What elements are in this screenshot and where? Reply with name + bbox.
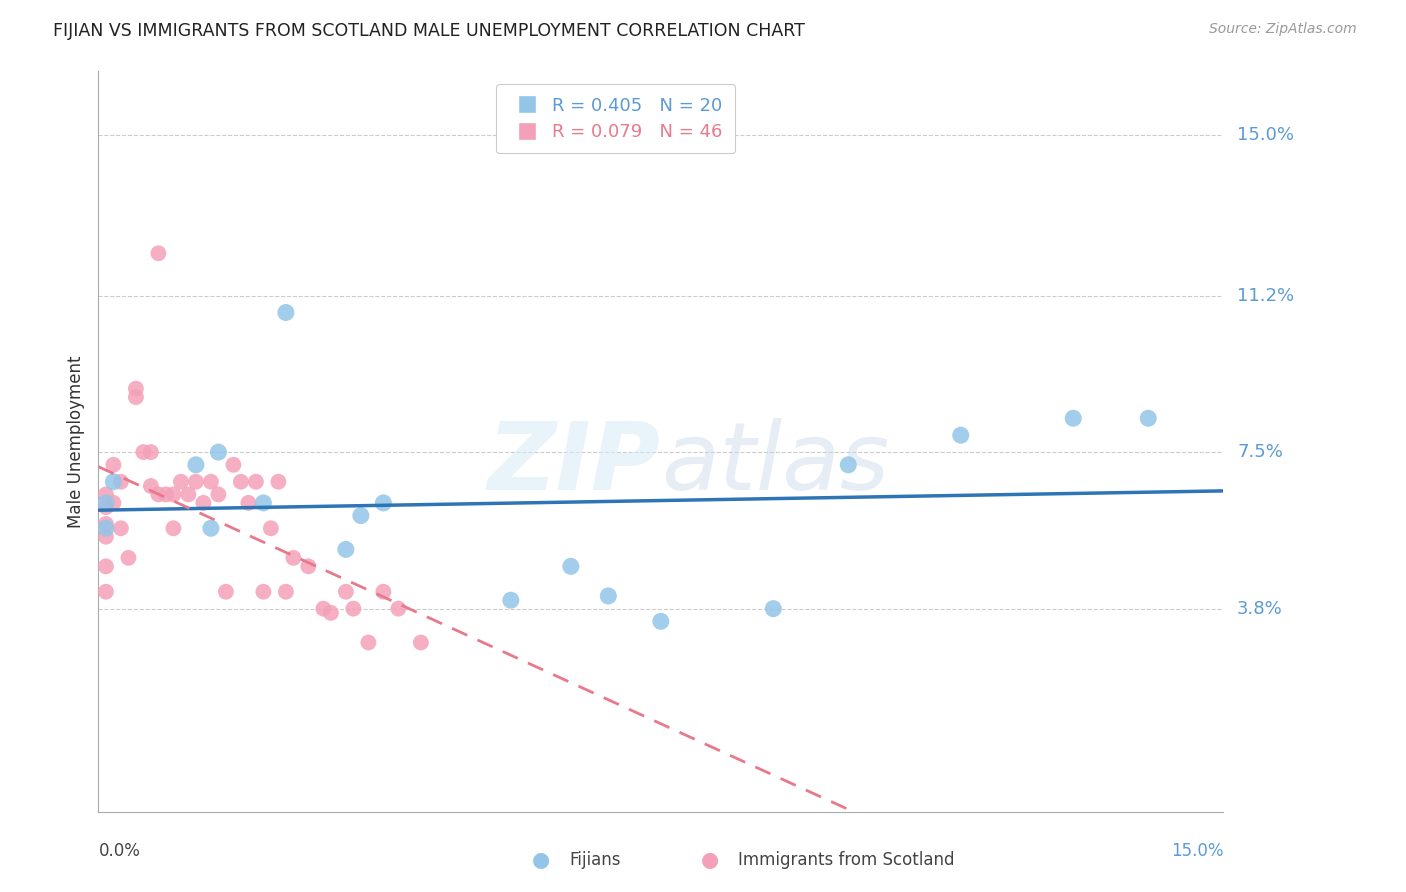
Point bbox=[103, 458, 125, 472]
Point bbox=[762, 601, 785, 615]
Point bbox=[117, 550, 139, 565]
Point bbox=[162, 521, 184, 535]
Point bbox=[499, 593, 522, 607]
Point bbox=[342, 601, 364, 615]
Point bbox=[312, 601, 335, 615]
Point bbox=[139, 479, 162, 493]
Point bbox=[560, 559, 582, 574]
Point bbox=[207, 445, 229, 459]
Point bbox=[94, 487, 117, 501]
Point bbox=[949, 428, 972, 442]
Point bbox=[350, 508, 373, 523]
Point bbox=[148, 487, 170, 501]
Point bbox=[94, 530, 117, 544]
Point bbox=[297, 559, 319, 574]
Point bbox=[94, 521, 117, 535]
Point bbox=[148, 246, 170, 260]
Text: Fijians: Fijians bbox=[569, 851, 621, 869]
Text: 0.0%: 0.0% bbox=[98, 842, 141, 860]
Point bbox=[103, 496, 125, 510]
Point bbox=[155, 487, 177, 501]
Point bbox=[94, 496, 117, 510]
Text: 3.8%: 3.8% bbox=[1237, 599, 1282, 617]
Text: Source: ZipAtlas.com: Source: ZipAtlas.com bbox=[1209, 22, 1357, 37]
Point bbox=[94, 559, 117, 574]
Point bbox=[94, 500, 117, 515]
Point bbox=[252, 496, 274, 510]
Point bbox=[373, 584, 395, 599]
Point bbox=[1062, 411, 1084, 425]
Text: ZIP: ZIP bbox=[488, 417, 661, 509]
Point bbox=[177, 487, 200, 501]
Text: 11.2%: 11.2% bbox=[1237, 286, 1295, 304]
Text: ●: ● bbox=[702, 850, 718, 870]
Point bbox=[598, 589, 620, 603]
Point bbox=[335, 584, 357, 599]
Point bbox=[837, 458, 859, 472]
Point bbox=[245, 475, 267, 489]
Point bbox=[170, 475, 193, 489]
Point bbox=[283, 550, 305, 565]
Point bbox=[125, 382, 148, 396]
Legend: R = 0.405   N = 20, R = 0.079   N = 46: R = 0.405 N = 20, R = 0.079 N = 46 bbox=[496, 84, 735, 153]
Point bbox=[94, 584, 117, 599]
Point bbox=[1137, 411, 1160, 425]
Point bbox=[139, 445, 162, 459]
Point bbox=[238, 496, 260, 510]
Text: Immigrants from Scotland: Immigrants from Scotland bbox=[738, 851, 955, 869]
Point bbox=[200, 475, 222, 489]
Point bbox=[409, 635, 432, 649]
Point bbox=[215, 584, 238, 599]
Point bbox=[162, 487, 184, 501]
Point bbox=[110, 475, 132, 489]
Point bbox=[193, 496, 215, 510]
Text: FIJIAN VS IMMIGRANTS FROM SCOTLAND MALE UNEMPLOYMENT CORRELATION CHART: FIJIAN VS IMMIGRANTS FROM SCOTLAND MALE … bbox=[53, 22, 806, 40]
Point bbox=[229, 475, 252, 489]
Point bbox=[387, 601, 409, 615]
Text: 15.0%: 15.0% bbox=[1171, 842, 1223, 860]
Point bbox=[184, 458, 207, 472]
Point bbox=[357, 635, 380, 649]
Point bbox=[110, 521, 132, 535]
Text: ●: ● bbox=[533, 850, 550, 870]
Point bbox=[335, 542, 357, 557]
Point bbox=[274, 305, 297, 319]
Text: atlas: atlas bbox=[661, 418, 889, 509]
Text: 7.5%: 7.5% bbox=[1237, 443, 1284, 461]
Point bbox=[200, 521, 222, 535]
Y-axis label: Male Unemployment: Male Unemployment bbox=[66, 355, 84, 528]
Point bbox=[260, 521, 283, 535]
Text: 15.0%: 15.0% bbox=[1237, 126, 1294, 144]
Point bbox=[184, 475, 207, 489]
Point bbox=[94, 516, 117, 531]
Point bbox=[125, 390, 148, 404]
Point bbox=[650, 615, 672, 629]
Point bbox=[274, 584, 297, 599]
Point bbox=[267, 475, 290, 489]
Point bbox=[222, 458, 245, 472]
Point bbox=[132, 445, 155, 459]
Point bbox=[319, 606, 342, 620]
Point bbox=[207, 487, 229, 501]
Point bbox=[373, 496, 395, 510]
Point bbox=[252, 584, 274, 599]
Point bbox=[103, 475, 125, 489]
